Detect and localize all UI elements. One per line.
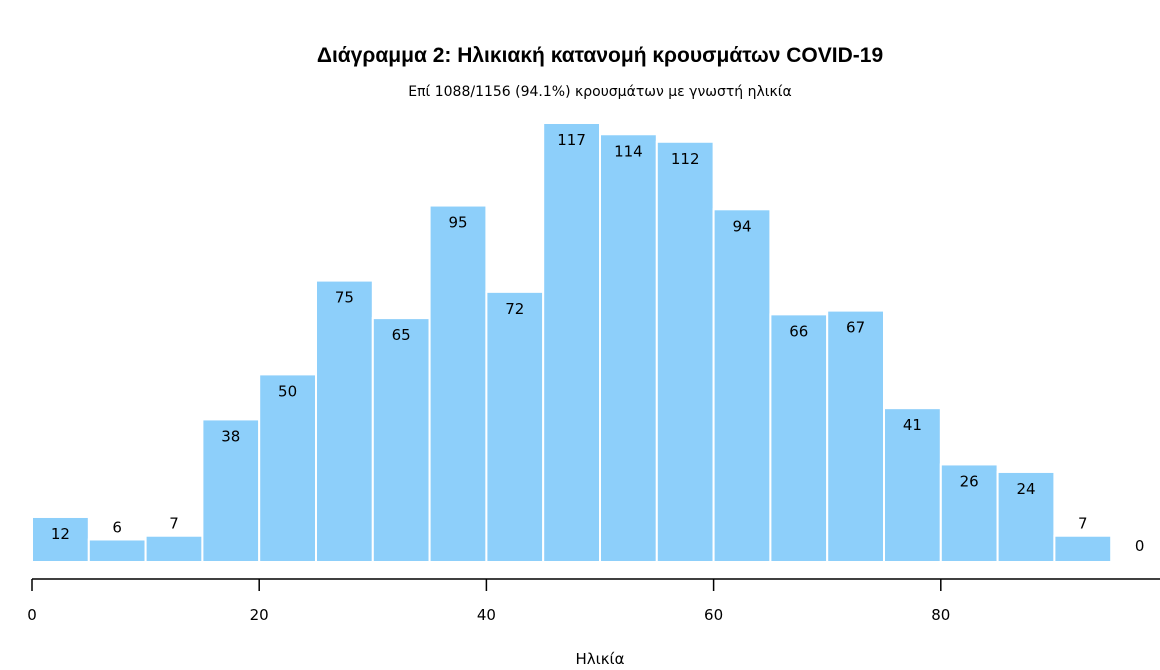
bar-value-label: 6: [112, 518, 122, 536]
x-tick-label: 0: [27, 606, 37, 624]
bar-value-label: 41: [903, 416, 922, 434]
x-tick-label: 20: [250, 606, 269, 624]
bar-value-label: 94: [732, 217, 751, 235]
bar-value-label: 112: [671, 150, 700, 168]
bar-90-95: [1053, 534, 1113, 564]
bar-value-label: 38: [221, 427, 240, 445]
bar-40-45: [485, 290, 545, 563]
bar-0-5: [31, 515, 90, 564]
x-axis-label: Ηλικία: [575, 650, 625, 668]
bar-value-label: 50: [278, 382, 297, 400]
bar-35-40: [428, 204, 488, 564]
bar-25-30: [315, 279, 374, 563]
bar-30-35: [371, 317, 431, 563]
bar-value-label: 0: [1135, 537, 1145, 555]
bar-value-label: 95: [448, 214, 467, 232]
bars-group: [31, 122, 1113, 564]
bar-value-label: 114: [614, 142, 643, 160]
bar-60-65: [712, 208, 772, 564]
bar-value-label: 12: [51, 525, 70, 543]
bar-value-label: 67: [846, 319, 865, 337]
bar-value-label: 24: [1016, 480, 1035, 498]
bar-20-25: [258, 373, 318, 563]
bar-75-80: [883, 407, 942, 563]
bar-85-90: [996, 470, 1056, 564]
bar-50-55: [599, 133, 658, 563]
bar-80-85: [939, 463, 999, 564]
bar-value-label: 117: [557, 131, 586, 149]
x-tick-label: 80: [931, 606, 950, 624]
x-tick-label: 40: [477, 606, 496, 624]
bar-value-label: 7: [169, 515, 179, 533]
chart-subtitle: Επί 1088/1156 (94.1%) κρουσμάτων με γνωσ…: [408, 84, 792, 100]
bar-value-label: 65: [392, 326, 411, 344]
bar-10-15: [144, 534, 204, 564]
bar-45-50: [542, 122, 602, 563]
bar-value-label: 72: [505, 300, 524, 318]
bar-value-label: 26: [960, 472, 979, 490]
bar-5-10: [87, 538, 147, 564]
bar-value-label: 7: [1078, 515, 1088, 533]
bar-70-75: [826, 309, 886, 563]
bar-65-70: [769, 313, 829, 563]
bar-value-label: 75: [335, 289, 354, 307]
x-tick-label: 60: [704, 606, 723, 624]
bar-55-60: [655, 140, 715, 563]
chart-title: Διάγραμμα 2: Ηλικιακή κατανομή κρουσμάτω…: [316, 44, 884, 67]
x-axis: 0204060801: [27, 578, 1160, 624]
bar-value-label: 66: [789, 322, 808, 340]
